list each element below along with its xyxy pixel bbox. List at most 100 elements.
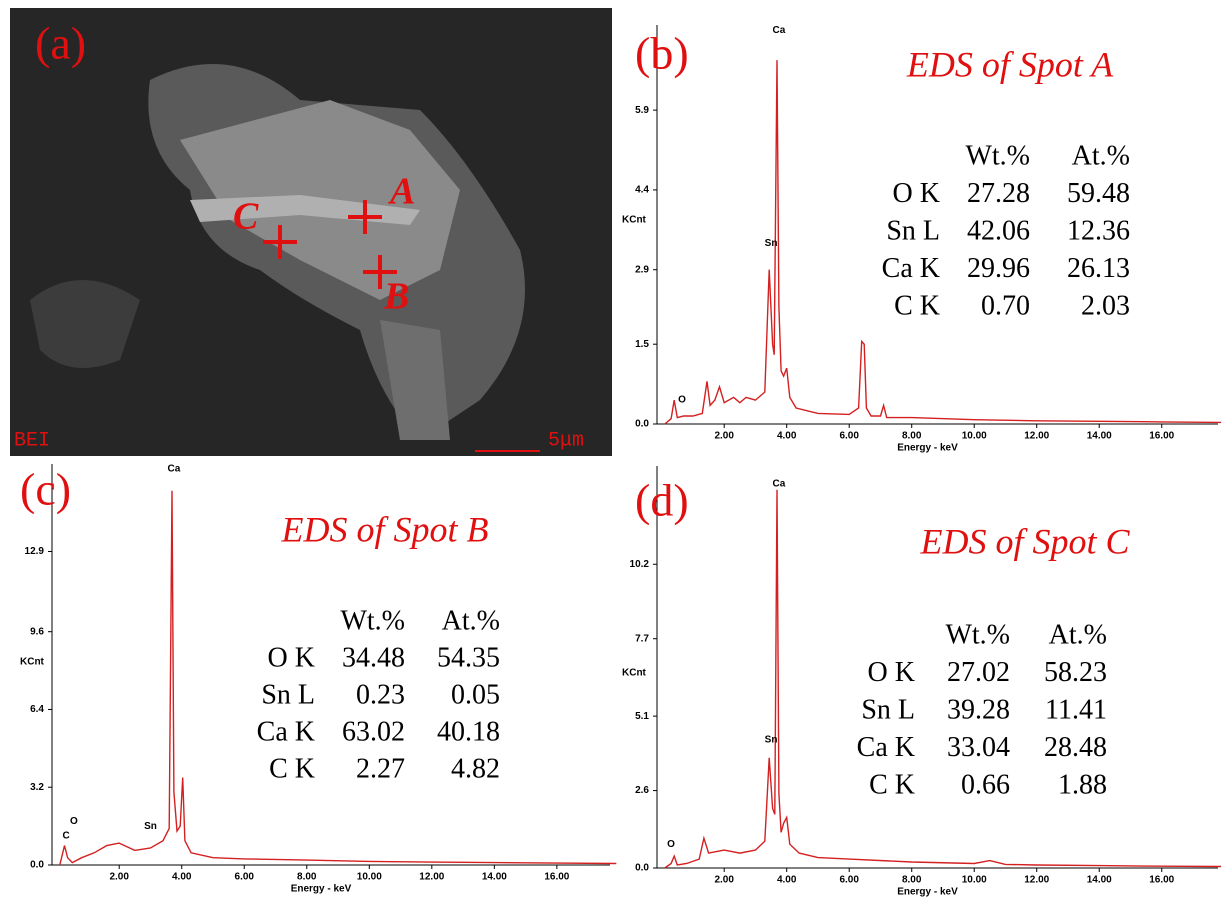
- table-row-label: C K: [894, 290, 940, 321]
- x-axis-label: Energy - keV: [897, 443, 958, 454]
- x-tick-label: 16.00: [1149, 431, 1174, 442]
- table-cell: 28.48: [1044, 732, 1107, 763]
- y-axis-label: KCnt: [622, 668, 647, 679]
- chart-title: EDS of Spot C: [919, 521, 1130, 561]
- table-cell: 11.41: [1045, 694, 1107, 725]
- table-cell: 12.36: [1067, 215, 1130, 246]
- x-tick-label: 2.00: [109, 872, 129, 883]
- eds-panel: 0.0 2.6 5.1 7.7 10.2 2.00 4.00 6.00 8.00 10.00 12.…: [622, 466, 1221, 898]
- x-axis-label: Energy - keV: [291, 884, 352, 895]
- table-row-label: O K: [893, 178, 940, 209]
- y-tick-label: 5.9: [635, 105, 649, 116]
- x-tick-label: 10.00: [357, 872, 382, 883]
- spectrum-line: [665, 60, 1221, 424]
- table-row-label: Sn L: [861, 694, 915, 725]
- x-tick-label: 4.00: [777, 431, 797, 442]
- y-tick-label: 3.2: [30, 782, 44, 793]
- table-cell: 34.48: [342, 642, 405, 673]
- y-tick-label: 0.0: [30, 860, 44, 871]
- table-cell: 0.23: [356, 679, 405, 710]
- y-tick-label: 12.9: [25, 546, 45, 557]
- x-tick-label: 8.00: [902, 431, 922, 442]
- x-tick-label: 6.00: [839, 875, 859, 886]
- x-tick-label: 2.00: [714, 875, 734, 886]
- x-tick-label: 6.00: [839, 431, 859, 442]
- y-tick-label: 5.1: [635, 711, 649, 722]
- table-row-label: C K: [869, 769, 915, 800]
- eds-panel: 0.0 3.2 6.4 9.6 12.9 2.00 4.00 6.00 8.00 10.00 12.…: [20, 464, 616, 895]
- table-cell: 27.28: [967, 178, 1030, 209]
- table-row-label: C K: [269, 753, 315, 784]
- y-tick-label: 0.0: [635, 863, 649, 874]
- table-cell: 26.13: [1067, 253, 1130, 284]
- table-cell: 42.06: [967, 215, 1030, 246]
- table-header: At.%: [442, 605, 500, 636]
- x-tick-label: 14.00: [1087, 875, 1112, 886]
- peak-label: Sn: [765, 735, 778, 746]
- table-header: At.%: [1049, 619, 1107, 650]
- table-cell: 58.23: [1044, 657, 1107, 688]
- table-header: Wt.%: [945, 619, 1010, 650]
- peak-label: Ca: [168, 464, 181, 475]
- table-header: Wt.%: [340, 605, 405, 636]
- table-cell: 63.02: [342, 716, 405, 747]
- x-tick-label: 8.00: [297, 872, 317, 883]
- scale-bar-label: 5μm: [548, 429, 584, 452]
- table-header: At.%: [1072, 140, 1130, 171]
- y-tick-label: 10.2: [630, 559, 650, 570]
- y-tick-label: 7.7: [635, 633, 649, 644]
- table-cell: 1.88: [1058, 769, 1107, 800]
- table-row-label: Sn L: [261, 679, 315, 710]
- peak-label: O: [667, 839, 675, 850]
- x-tick-label: 16.00: [544, 872, 569, 883]
- table-cell: 2.03: [1081, 290, 1130, 321]
- table-row-label: O K: [268, 642, 315, 673]
- y-tick-label: 2.6: [635, 785, 649, 796]
- panel-label: (b): [635, 28, 689, 79]
- panel-label: (c): [20, 464, 71, 515]
- eds-panel: 0.01.52.94.45.92.004.006.008.0010.0012.0…: [622, 25, 1221, 454]
- panel-label: (d): [635, 475, 689, 526]
- y-tick-label: 2.9: [635, 264, 649, 275]
- table-row-label: Ca K: [257, 716, 315, 747]
- sem-panel: (a) BEI 5μm A B C: [10, 8, 612, 456]
- table-row-label: Sn L: [886, 215, 940, 246]
- x-tick-label: 12.00: [419, 872, 444, 883]
- y-axis-label: KCnt: [20, 657, 45, 668]
- spot-label: B: [383, 276, 409, 318]
- table-cell: 27.02: [947, 657, 1010, 688]
- panel-label: (a): [35, 18, 86, 69]
- y-axis-label: KCnt: [622, 215, 647, 226]
- table-cell: 4.82: [451, 753, 500, 784]
- chart-title: EDS of Spot B: [281, 509, 489, 549]
- figure: (a) BEI 5μm A B C 0.0 1.5 2.9 4.4 5.9 2.00 4.0…: [0, 0, 1223, 900]
- table-cell: 54.35: [437, 642, 500, 673]
- table-header: Wt.%: [965, 140, 1030, 171]
- y-tick-label: 4.4: [635, 185, 649, 196]
- x-tick-label: 12.00: [1024, 875, 1049, 886]
- table-cell: 2.27: [356, 753, 405, 784]
- table-cell: 39.28: [947, 694, 1010, 725]
- x-tick-label: 14.00: [1087, 431, 1112, 442]
- peak-label: O: [70, 816, 78, 827]
- x-tick-label: 10.00: [962, 875, 987, 886]
- y-tick-label: 9.6: [30, 626, 44, 637]
- y-tick-label: 0.0: [635, 419, 649, 430]
- x-tick-label: 4.00: [172, 872, 192, 883]
- spot-label: C: [233, 196, 259, 238]
- imaging-mode: BEI: [14, 429, 50, 452]
- x-tick-label: 6.00: [235, 872, 255, 883]
- peak-label: Sn: [765, 238, 778, 249]
- y-tick-label: 6.4: [30, 704, 44, 715]
- spot-label: A: [388, 171, 415, 213]
- x-tick-label: 8.00: [902, 875, 922, 886]
- table-cell: 0.70: [981, 290, 1030, 321]
- peak-label: Ca: [772, 479, 785, 490]
- table-cell: 29.96: [967, 253, 1030, 284]
- peak-label: Sn: [144, 821, 157, 832]
- y-tick-label: 1.5: [635, 339, 649, 350]
- table-cell: 59.48: [1067, 178, 1130, 209]
- x-tick-label: 4.00: [777, 875, 797, 886]
- table-cell: 40.18: [437, 716, 500, 747]
- x-tick-label: 10.00: [962, 431, 987, 442]
